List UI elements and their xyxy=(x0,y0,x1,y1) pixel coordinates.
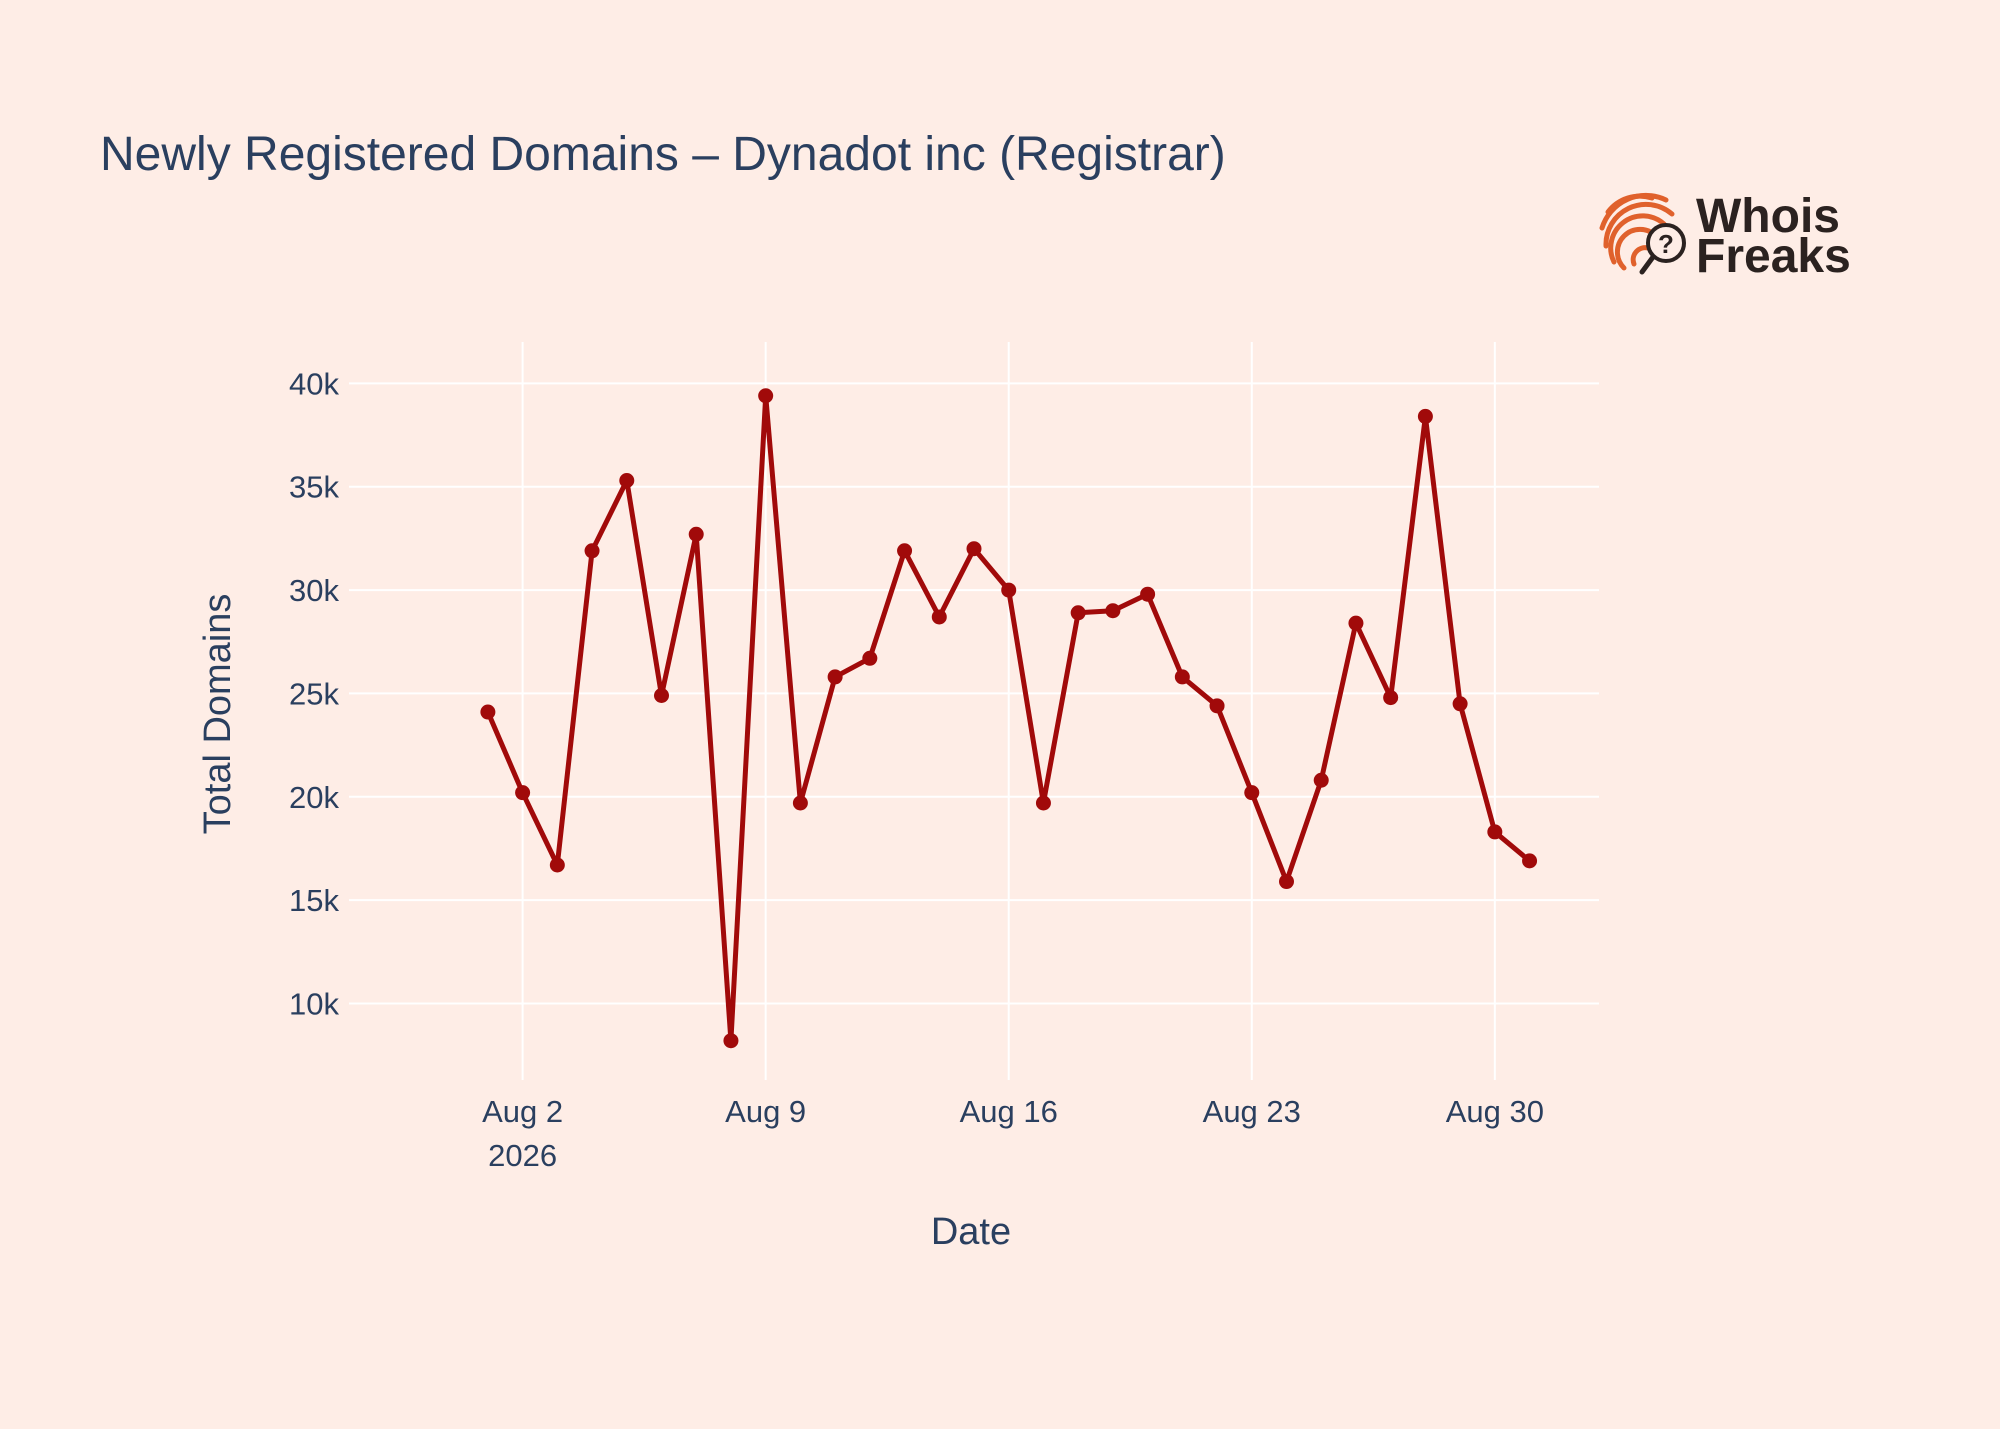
logo-text-freaks: Freaks xyxy=(1696,230,1851,283)
data-point[interactable] xyxy=(1417,408,1433,424)
x-tick-sublabel: 2026 xyxy=(488,1138,557,1173)
x-axis-title: Date xyxy=(931,1211,1011,1253)
data-point[interactable] xyxy=(619,473,635,489)
data-point[interactable] xyxy=(1209,698,1225,714)
data-point[interactable] xyxy=(1035,795,1051,811)
x-tick-label: Aug 9 xyxy=(725,1094,806,1129)
whoisfreaks-logo: ? Whois Freaks xyxy=(1599,190,1851,283)
x-tick-label: Aug 23 xyxy=(1203,1094,1301,1129)
data-point[interactable] xyxy=(480,704,496,720)
data-point[interactable] xyxy=(827,669,843,685)
data-point[interactable] xyxy=(1487,824,1503,840)
data-point[interactable] xyxy=(862,650,878,666)
data-point[interactable] xyxy=(1105,603,1121,619)
magnifier-question-icon: ? xyxy=(1639,223,1686,275)
data-point[interactable] xyxy=(723,1033,739,1049)
data-point[interactable] xyxy=(515,785,531,801)
y-axis-ticks: 10k 15k 20k 25k 30k 35k 40k xyxy=(289,366,339,1021)
data-point[interactable] xyxy=(688,526,704,542)
data-point[interactable] xyxy=(654,687,669,703)
svg-text:?: ? xyxy=(1658,229,1674,259)
chart-title: Newly Registered Domains – Dynadot inc (… xyxy=(100,128,1226,181)
data-point[interactable] xyxy=(1452,696,1468,712)
x-tick-label: Aug 30 xyxy=(1446,1094,1544,1129)
series xyxy=(480,388,1538,1049)
data-point[interactable] xyxy=(1001,582,1017,598)
data-point[interactable] xyxy=(1348,615,1364,631)
data-point[interactable] xyxy=(1070,605,1086,621)
y-tick-label: 25k xyxy=(289,676,339,711)
data-point[interactable] xyxy=(1140,586,1156,602)
data-point[interactable] xyxy=(931,609,947,625)
data-point[interactable] xyxy=(1244,785,1260,801)
x-axis-ticks: Aug 2 2026 Aug 9 Aug 16 Aug 23 Aug 30 xyxy=(482,1094,1544,1173)
data-point[interactable] xyxy=(758,388,774,404)
data-point[interactable] xyxy=(897,543,913,559)
y-tick-label: 15k xyxy=(289,883,339,918)
data-point[interactable] xyxy=(1174,669,1190,685)
data-point[interactable] xyxy=(792,795,808,811)
y-tick-label: 20k xyxy=(289,780,339,815)
data-point[interactable] xyxy=(1383,690,1399,706)
data-point[interactable] xyxy=(1313,772,1329,788)
y-tick-label: 10k xyxy=(289,987,339,1022)
y-tick-label: 35k xyxy=(289,470,339,505)
y-tick-label: 40k xyxy=(289,366,339,401)
data-point[interactable] xyxy=(549,857,565,873)
data-point[interactable] xyxy=(584,543,600,559)
y-tick-label: 30k xyxy=(289,573,339,608)
y-axis-title: Total Domains xyxy=(197,594,239,835)
grid xyxy=(349,342,1599,1080)
data-point[interactable] xyxy=(966,541,982,557)
logo-text-whois: Whois xyxy=(1696,190,1840,243)
data-point[interactable] xyxy=(1279,874,1294,890)
x-tick-label: Aug 16 xyxy=(960,1094,1058,1129)
x-tick-label: Aug 2 xyxy=(482,1094,563,1129)
fingerprint-icon xyxy=(1599,192,1675,271)
data-point[interactable] xyxy=(1522,853,1538,869)
